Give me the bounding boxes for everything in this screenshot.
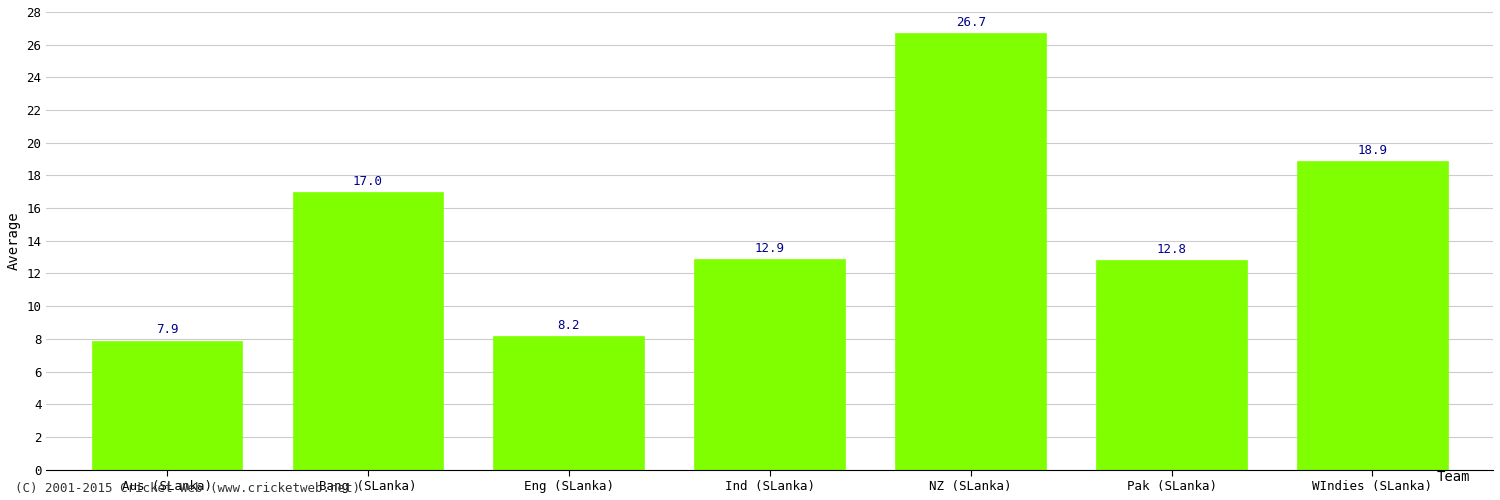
Bar [694, 259, 844, 470]
Text: 12.8: 12.8 [1156, 244, 1186, 256]
Bar [92, 340, 243, 469]
Text: 8.2: 8.2 [558, 318, 580, 332]
Text: 12.9: 12.9 [754, 242, 784, 254]
Bar [292, 192, 442, 469]
Y-axis label: Average: Average [8, 212, 21, 270]
Bar [896, 33, 1046, 470]
Bar [494, 336, 644, 469]
Text: Team: Team [1437, 470, 1470, 484]
Bar [1298, 160, 1448, 469]
Bar [1096, 260, 1246, 470]
Text: (C) 2001-2015 Cricket Web (www.cricketweb.net): (C) 2001-2015 Cricket Web (www.cricketwe… [15, 482, 360, 495]
Text: 17.0: 17.0 [352, 174, 382, 188]
Text: 26.7: 26.7 [956, 16, 986, 29]
Text: 18.9: 18.9 [1358, 144, 1388, 156]
Text: 7.9: 7.9 [156, 324, 178, 336]
